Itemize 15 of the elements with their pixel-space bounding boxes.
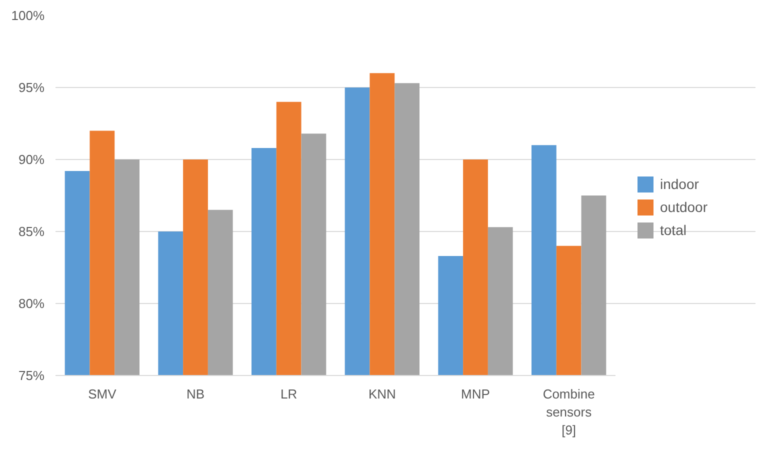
y-tick-label: 100%: [11, 8, 45, 23]
y-tick-label: 95%: [18, 80, 45, 95]
y-tick-label: 75%: [18, 368, 45, 383]
legend-label: indoor: [660, 176, 699, 192]
legend-label: total: [660, 222, 686, 238]
x-tick-label: Combine sensors [9]: [542, 386, 595, 438]
x-tick-label: MNP: [461, 386, 490, 402]
y-tick-label: 90%: [18, 152, 45, 167]
y-tick-label: 85%: [18, 224, 45, 239]
x-tick-label: NB: [186, 386, 205, 402]
x-tick-label: LR: [280, 386, 298, 402]
x-tick-label: KNN: [368, 386, 396, 402]
legend-label: outdoor: [660, 199, 708, 215]
y-tick-label: 80%: [18, 296, 45, 311]
x-tick-label: SMV: [88, 386, 117, 402]
